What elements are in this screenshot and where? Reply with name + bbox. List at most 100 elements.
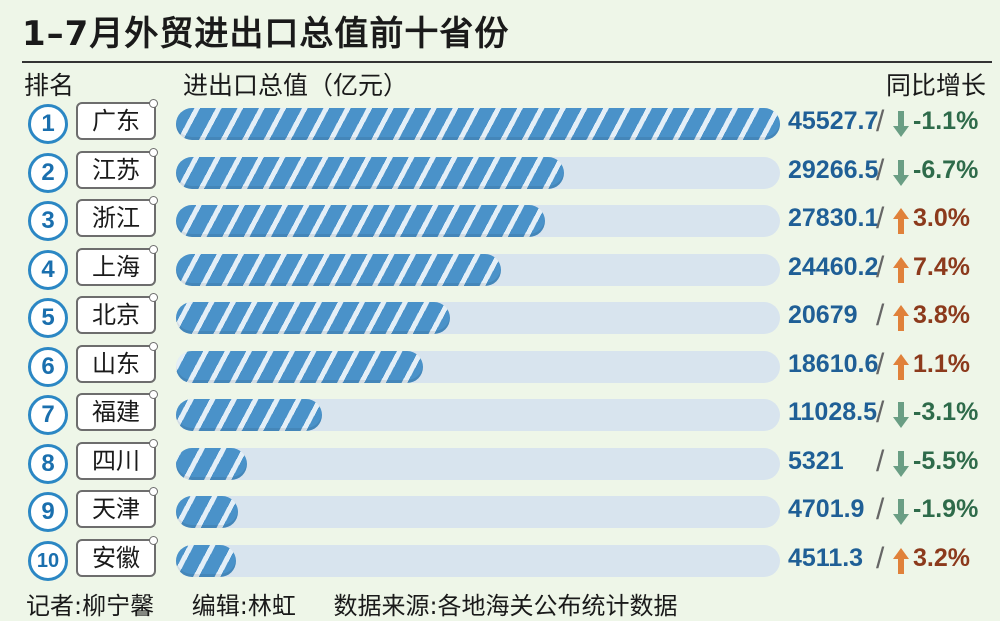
tag-hole-icon (149, 293, 158, 302)
chart-row: 10 安徽 4511.3 / 3.2% (0, 535, 1000, 585)
chart-row: 9 天津 4701.9 / -1.9% (0, 487, 1000, 536)
arrow-up-icon (893, 208, 909, 234)
chart-row: 1 广东 45527.7/ -1.1% (0, 99, 1000, 148)
title-divider (22, 61, 992, 63)
bar (176, 496, 239, 528)
separator: / (876, 250, 885, 284)
province-label: 浙江 (76, 196, 158, 237)
arrow-down-icon (893, 402, 909, 428)
bar (176, 447, 247, 480)
bar (176, 156, 565, 189)
bar (176, 350, 423, 383)
arrow-down-icon (893, 111, 909, 137)
value-label: 45527.7 (788, 107, 879, 135)
separator: / (876, 396, 885, 429)
province-label: 江苏 (76, 147, 158, 189)
editor-credit: 编辑:林虹 (191, 592, 296, 620)
tag-hole-icon (149, 99, 158, 108)
growth-label: 3.2% (913, 543, 970, 572)
footer: 记者:柳宁馨 编辑:林虹 数据来源:各地海关公布统计数据 (26, 586, 708, 621)
value-label: 4701.9 (788, 495, 865, 523)
rank-badge: 6 (28, 346, 68, 387)
chart-row: 5 北京 20679 / 3.8% (0, 293, 1000, 342)
value-header: 进出口总值（亿元） (183, 71, 409, 100)
value-label: 24460.2 (788, 252, 879, 281)
growth-label: -5.5% (913, 446, 979, 475)
chart-title: 1–7月外贸进出口总值前十省份 (22, 14, 510, 54)
arrow-up-icon (893, 353, 909, 380)
province-name: 江苏 (92, 155, 140, 184)
value-label: 4511.3 (788, 543, 864, 572)
value-label: 20679 (788, 301, 858, 329)
rank-badge: 5 (28, 298, 68, 338)
province-label: 上海 (76, 244, 158, 286)
chart-row: 7 福建 11028.5/ -3.1% (0, 390, 1000, 439)
province-label: 四川 (76, 438, 158, 480)
tag-hole-icon (149, 438, 158, 448)
value-label: 11028.5 (788, 398, 877, 426)
chart-row: 2 江苏 29266.5/ -6.7% (0, 147, 1000, 197)
value-label: 18610.6 (788, 349, 879, 378)
value-label: 5321 (788, 446, 844, 475)
province-name: 四川 (92, 446, 140, 475)
arrow-up-icon (893, 256, 909, 283)
province-name: 山东 (92, 349, 140, 378)
province-name: 上海 (92, 252, 140, 281)
tag-hole-icon (149, 487, 158, 496)
province-label: 北京 (76, 293, 158, 334)
separator: / (876, 202, 885, 235)
bar (176, 253, 501, 286)
province-name: 福建 (92, 398, 140, 426)
rank-header: 排名 (24, 71, 75, 100)
tag-hole-icon (149, 147, 158, 157)
rank-badge: 1 (28, 104, 68, 144)
bar-track (176, 447, 780, 480)
growth-label: -3.1% (913, 398, 979, 426)
bar (176, 108, 780, 140)
tag-hole-icon (149, 244, 158, 254)
chart-row: 3 浙江 27830.1/ 3.0% (0, 196, 1000, 245)
growth-label: 3.8% (913, 301, 970, 329)
growth-label: 1.1% (913, 349, 970, 378)
separator: / (876, 153, 885, 187)
arrow-down-icon (893, 450, 909, 477)
arrow-down-icon (893, 159, 909, 186)
growth-label: 3.0% (913, 204, 970, 232)
tag-hole-icon (149, 535, 158, 545)
tag-hole-icon (149, 196, 158, 205)
separator: / (876, 347, 885, 381)
tag-hole-icon (149, 390, 158, 399)
rank-badge: 10 (28, 540, 68, 581)
rank-badge: 2 (28, 152, 68, 193)
arrow-up-icon (893, 547, 909, 574)
reporter-credit: 记者:柳宁馨 (26, 592, 155, 620)
bar (176, 544, 236, 577)
tag-hole-icon (149, 341, 158, 351)
rank-badge: 9 (28, 492, 68, 532)
bar (176, 205, 546, 237)
rank-badge: 4 (28, 249, 68, 290)
separator: / (876, 105, 885, 138)
separator: / (876, 541, 885, 575)
province-name: 广东 (92, 107, 140, 135)
data-source: 数据来源:各地海关公布统计数据 (333, 592, 678, 620)
province-name: 天津 (92, 495, 140, 523)
rank-badge: 7 (28, 395, 68, 435)
separator: / (876, 493, 885, 526)
growth-label: -6.7% (913, 155, 979, 184)
separator: / (876, 299, 885, 332)
chart-row: 6 山东 18610.6/ 1.1% (0, 341, 1000, 391)
province-label: 天津 (76, 487, 158, 528)
province-name: 安徽 (92, 543, 140, 572)
value-label: 29266.5 (788, 155, 879, 184)
province-name: 北京 (92, 301, 140, 329)
growth-label: 7.4% (913, 252, 970, 281)
arrow-down-icon (893, 499, 909, 525)
growth-label: -1.1% (913, 107, 979, 135)
arrow-up-icon (893, 305, 909, 331)
province-name: 浙江 (92, 204, 140, 232)
province-label: 福建 (76, 390, 158, 431)
growth-header: 同比增长 (885, 71, 986, 100)
separator: / (876, 444, 885, 478)
bar-track (176, 496, 780, 528)
